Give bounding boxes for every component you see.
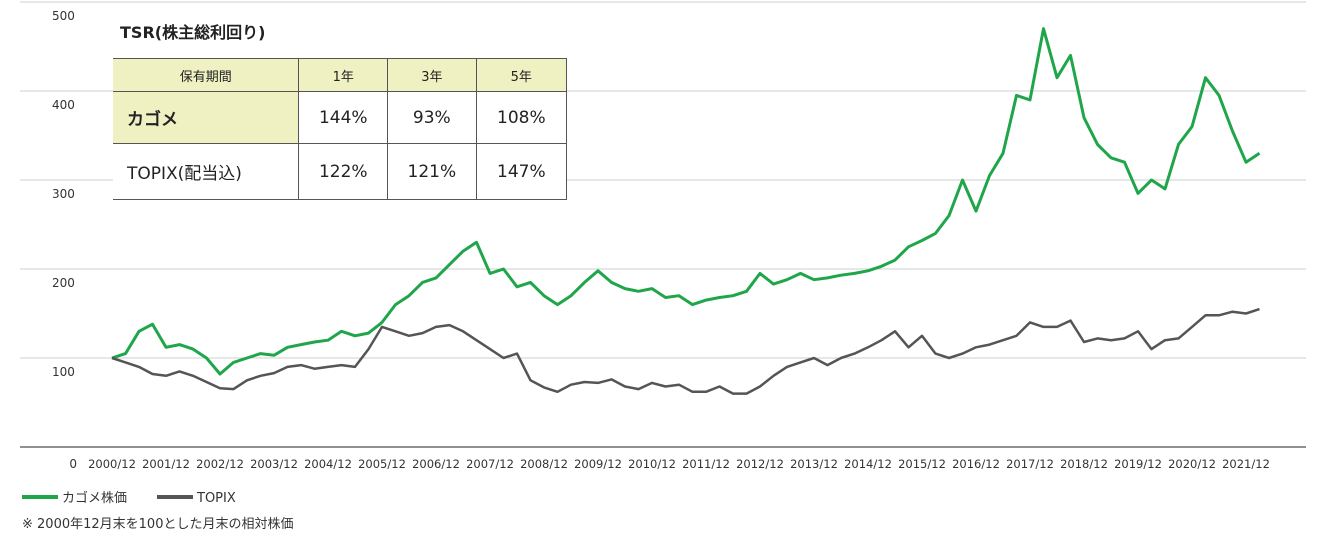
table-cell: 144%	[298, 91, 389, 144]
header-cell: 保有期間	[113, 58, 300, 92]
tsr-panel: TSR(株主総利回り) 保有期間 1年 3年 5年 カゴメ 144% 93% 108% TOPI…	[113, 20, 568, 200]
x-tick-label: 2014/12	[844, 457, 892, 471]
x-tick-label: 2009/12	[574, 457, 622, 471]
table-cell: 122%	[298, 143, 389, 200]
footnote: ※ 2000年12月末を100とした月末の相対株価	[22, 517, 293, 532]
x-tick-label: 2011/12	[682, 457, 730, 471]
x-tick-label: 2008/12	[520, 457, 568, 471]
table-cell: 108%	[475, 91, 568, 144]
x-tick-label: 2017/12	[1006, 457, 1054, 471]
table-row: カゴメ 144% 93% 108%	[113, 91, 568, 144]
x-tick-label: 2004/12	[304, 457, 352, 471]
table-cell: 93%	[387, 91, 477, 144]
header-cell: 5年	[475, 58, 568, 92]
x-tick-label: 2013/12	[790, 457, 838, 471]
x-tick-label: 2006/12	[412, 457, 460, 471]
y-tick-label: 400	[52, 98, 75, 112]
table-cell: 121%	[387, 143, 477, 200]
row-name: カゴメ	[113, 91, 300, 144]
x-tick-label: 2016/12	[952, 457, 1000, 471]
header-cell: 3年	[387, 58, 477, 92]
tsr-title: TSR(株主総利回り)	[120, 23, 266, 42]
row-name: TOPIX(配当込)	[113, 143, 300, 200]
legend-label: カゴメ株価	[62, 490, 127, 506]
x-tick-label: 2012/12	[736, 457, 784, 471]
x-tick-label: 2015/12	[898, 457, 946, 471]
table-row: TOPIX(配当込) 122% 121% 147%	[113, 143, 568, 200]
y-tick-label: 200	[52, 276, 75, 290]
x-tick-label: 2000/12	[88, 457, 136, 471]
tsr-table: 保有期間 1年 3年 5年 カゴメ 144% 93% 108% TOPIX(配当込) 122% 12…	[113, 58, 568, 200]
y-tick-label: 300	[52, 187, 75, 201]
x-tick-label: 2018/12	[1060, 457, 1108, 471]
y-tick-label: 0	[69, 457, 77, 471]
x-tick-label: 2021/12	[1222, 457, 1270, 471]
header-cell: 1年	[298, 58, 389, 92]
legend-label: TOPIX	[196, 491, 236, 506]
x-tick-label: 2019/12	[1114, 457, 1162, 471]
x-tick-label: 2005/12	[358, 457, 406, 471]
y-tick-label: 500	[52, 9, 75, 23]
y-tick-label: 100	[52, 365, 75, 379]
series-line	[111, 27, 1261, 376]
x-tick-label: 2007/12	[466, 457, 514, 471]
x-tick-label: 2020/12	[1168, 457, 1216, 471]
table-cell: 147%	[475, 143, 568, 200]
x-tick-label: 2003/12	[250, 457, 298, 471]
x-tick-label: 2010/12	[628, 457, 676, 471]
x-tick-label: 2002/12	[196, 457, 244, 471]
x-tick-label: 2001/12	[142, 457, 190, 471]
series-line	[111, 307, 1260, 395]
table-header-row: 保有期間 1年 3年 5年	[113, 58, 568, 92]
